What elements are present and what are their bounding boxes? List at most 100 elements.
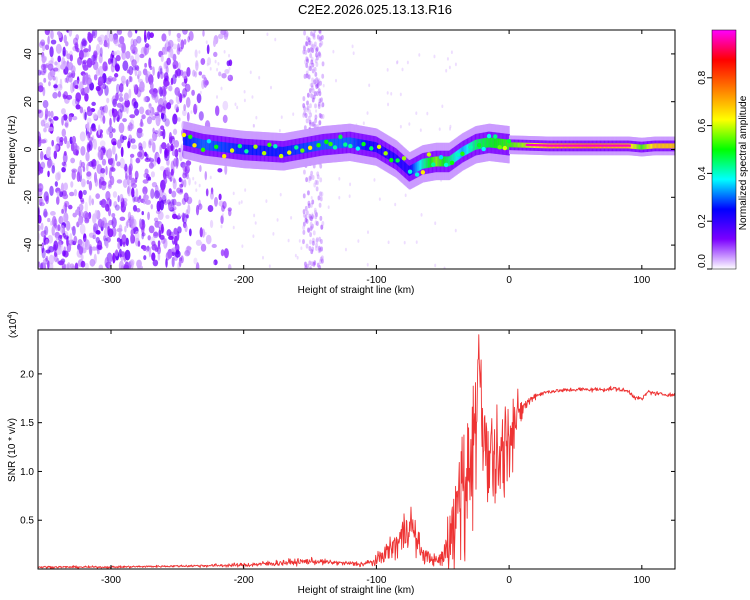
spectrogram-speckle <box>304 217 308 223</box>
spectrogram-speckle <box>183 38 187 45</box>
spectrogram-speckle <box>204 170 208 181</box>
spectrogram-speckle <box>305 107 309 113</box>
spectrogram-speckle <box>135 188 139 199</box>
x-tick-label: 0 <box>506 275 512 286</box>
spectrogram-speckle <box>443 266 446 269</box>
spectrogram-speckle <box>108 180 112 188</box>
spectrogram-speckle <box>61 208 64 214</box>
spectrogram-speckle <box>315 61 319 67</box>
spectrogram-speckle <box>79 106 84 114</box>
spectrogram-speckle <box>198 203 203 211</box>
spectrogram-speckle <box>50 56 54 64</box>
spectrogram-speckle <box>308 175 312 181</box>
spectrogram-speckle <box>319 238 323 244</box>
spectrogram-speckle <box>316 174 320 180</box>
spectrogram-speckle <box>112 35 119 45</box>
spectrogram-ridge-peak <box>611 144 614 147</box>
spectrogram-speckle <box>40 63 47 70</box>
spectrogram-speckle <box>332 49 335 54</box>
spectrogram-speckle <box>317 88 321 94</box>
spectrogram-speckle <box>335 78 338 83</box>
spectrogram-speckle <box>182 30 188 35</box>
spectrogram-speckle <box>70 181 74 188</box>
spectrogram-speckle <box>40 139 47 144</box>
spectrogram-speckle <box>315 242 319 248</box>
spectrogram-speckle <box>60 224 66 235</box>
spectrogram-speckle <box>57 55 62 63</box>
spectrogram-ridge-spot <box>237 143 243 149</box>
spectrogram-speckle <box>93 50 98 59</box>
spectrogram-speckle <box>154 93 159 104</box>
spectrogram-speckle <box>38 85 44 93</box>
spectrogram-speckle <box>148 138 154 146</box>
spectrogram-speckle <box>158 128 162 138</box>
spectrogram-speckle <box>314 58 318 64</box>
spectrogram-speckle <box>311 175 315 181</box>
spectrogram-speckle <box>134 170 139 180</box>
spectrogram-speckle <box>181 197 187 205</box>
spectrogram-ridge-spot <box>502 145 508 151</box>
spectrogram-speckle <box>133 101 139 109</box>
spectrogram-speckle <box>163 48 169 53</box>
spectrogram-speckle <box>318 247 322 253</box>
spectrogram-speckle <box>75 104 81 110</box>
spectrogram-speckle <box>113 73 119 78</box>
snr-y-multiplier-close: ) <box>8 311 19 314</box>
spectrogram-speckle <box>399 92 402 97</box>
spectrogram-speckle <box>268 264 271 268</box>
spectrogram-speckle <box>106 97 110 104</box>
spectrogram-speckle <box>312 240 315 246</box>
spectrogram-speckle <box>317 248 321 254</box>
spectrogram-speckle <box>49 262 54 269</box>
x-tick-label: -200 <box>234 575 254 586</box>
spectrogram-ridge-peak <box>576 144 578 147</box>
spectrogram-ridge-peak <box>580 144 582 147</box>
spectrogram-speckle <box>69 191 75 197</box>
spectrogram-speckle <box>48 254 55 265</box>
spectrogram-speckle <box>73 235 78 244</box>
spectrogram-speckle <box>110 167 116 172</box>
spectrogram-speckle <box>43 211 49 218</box>
spectrogram-speckle <box>144 71 151 78</box>
spectrogram-speckle <box>47 71 53 81</box>
x-tick-label: -300 <box>101 575 121 586</box>
spectrogram-speckle <box>318 265 322 269</box>
spectrogram-speckle <box>222 114 228 124</box>
spectrogram-speckle <box>139 81 145 92</box>
spectrogram-speckle <box>129 216 135 226</box>
spectrogram-speckle <box>152 66 155 76</box>
spectrogram-speckle <box>116 102 123 108</box>
spectrogram-ridge-peak <box>629 144 631 147</box>
spectrogram-speckle <box>366 111 369 115</box>
spectrogram-speckle <box>269 85 272 90</box>
spectrogram-speckle <box>148 57 152 69</box>
spectrogram-ridge-spot <box>426 152 432 157</box>
spectrogram-speckle <box>53 218 58 229</box>
spectrogram-speckle <box>162 95 167 101</box>
spectrogram-speckle <box>55 43 62 54</box>
spectrogram-speckle <box>308 88 312 94</box>
spectrogram-speckle <box>55 143 61 152</box>
spectrogram-speckle <box>39 166 44 174</box>
spectrogram-speckle <box>78 190 83 200</box>
spectrogram-speckle <box>305 35 309 41</box>
spectrogram-speckle <box>314 114 318 120</box>
spectrogram-speckle <box>272 232 275 236</box>
spectrogram-speckle <box>53 251 58 263</box>
spectrogram-speckle <box>200 58 206 65</box>
spectrogram-speckle <box>418 53 421 57</box>
spectrogram-speckle <box>311 48 315 54</box>
colorbar-tick-label: 0.6 <box>697 118 708 132</box>
spectrogram-speckle <box>317 81 320 87</box>
spectrogram-speckle <box>302 193 306 199</box>
spectrogram-speckle <box>321 258 324 264</box>
spectrogram-speckle <box>79 131 86 142</box>
spectrogram-speckle <box>59 139 64 147</box>
spectrogram-speckle <box>203 80 209 85</box>
spectrogram-speckle <box>195 204 200 216</box>
spectrogram-speckle <box>309 66 312 72</box>
spectrogram-speckle <box>130 44 136 52</box>
spectrogram-speckle <box>217 33 224 40</box>
spectrogram-ridge-peak <box>542 144 545 147</box>
spectrogram-ridge-peak <box>578 144 581 147</box>
